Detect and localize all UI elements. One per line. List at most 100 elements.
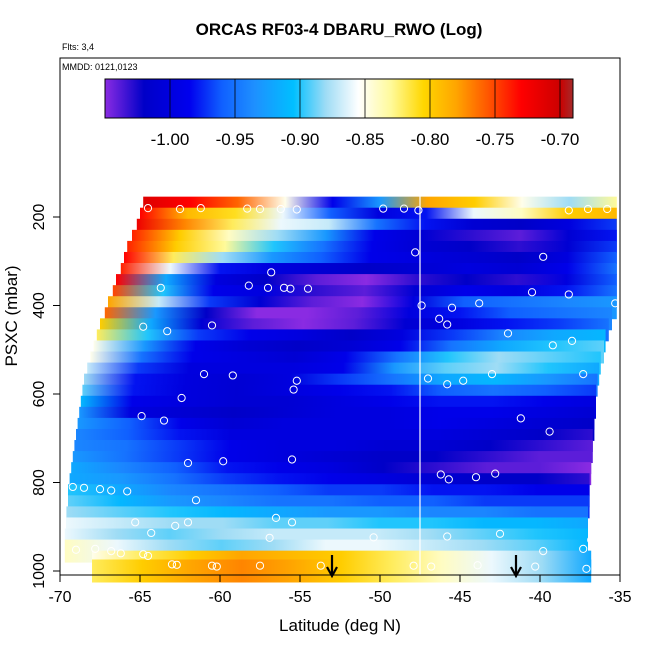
data-point (567, 336, 577, 345)
data-point (399, 204, 409, 213)
flights-label: Flts: 3,4 (62, 42, 94, 52)
data-point (491, 469, 500, 478)
data-point (219, 457, 228, 466)
data-point (107, 546, 116, 556)
data-point (579, 544, 588, 553)
data-point (159, 416, 169, 425)
data-point (255, 204, 265, 214)
data-point (123, 487, 132, 496)
data-point (171, 521, 180, 530)
data-point (303, 284, 313, 293)
y-tick-label: 800 (31, 469, 48, 496)
data-point (199, 369, 209, 379)
colorbar-tick-label: -0.90 (281, 130, 320, 149)
data-point (287, 455, 297, 464)
data-point (263, 283, 273, 292)
data-point (116, 549, 125, 558)
data-point (475, 299, 484, 308)
data-point (443, 380, 452, 389)
heatmap-bands (64, 196, 617, 583)
data-point (95, 485, 105, 494)
data-point (207, 561, 217, 570)
data-point (244, 281, 253, 290)
data-point (183, 518, 193, 527)
x-axis: -70 -65 -60 -55 -50 -45 -40 -35 (48, 575, 632, 606)
data-point (147, 528, 156, 538)
y-axis-label: PSXC (mbar) (2, 265, 21, 366)
y-tick-label: 400 (31, 292, 48, 319)
data-point (276, 204, 285, 214)
x-tick-label: -40 (528, 589, 551, 606)
data-point (139, 550, 148, 559)
x-tick-label: -45 (448, 589, 471, 606)
data-point (503, 329, 513, 338)
data-point (596, 418, 605, 427)
data-point (287, 518, 297, 527)
data-point (292, 205, 301, 214)
data-point (191, 496, 201, 505)
data-point (139, 322, 148, 331)
data-point (587, 535, 596, 545)
data-point (286, 284, 295, 293)
data-point (71, 545, 81, 554)
colorbar-tick-label: -1.00 (151, 130, 190, 149)
data-point (459, 376, 468, 385)
x-tick-label: -50 (368, 589, 391, 606)
data-point (516, 414, 525, 423)
data-point (583, 204, 593, 214)
data-point (564, 206, 573, 215)
colorbar: -1.00 -0.95 -0.90 -0.85 -0.80 -0.75 -0.70 (104, 78, 580, 149)
date-label: MMDD: 0121,0123 (62, 62, 138, 72)
data-point (564, 290, 573, 299)
data-point (228, 371, 237, 380)
x-tick-label: -35 (608, 589, 631, 606)
data-point (531, 562, 540, 571)
data-point (167, 560, 177, 569)
data-point (212, 562, 221, 571)
data-point (487, 369, 497, 379)
data-point (611, 299, 620, 308)
y-axis: 200 400 600 800 1000 (31, 204, 60, 589)
data-point (417, 301, 426, 310)
data-point (271, 513, 281, 523)
data-point (545, 427, 554, 436)
colorbar-tick-label: -0.95 (216, 130, 255, 149)
x-axis-label: Latitude (deg N) (279, 616, 401, 635)
data-point (427, 562, 436, 571)
data-point (79, 483, 89, 492)
data-point (582, 564, 591, 573)
colorbar-tick-label: -0.75 (476, 130, 515, 149)
arrows (326, 555, 522, 579)
data-point (68, 482, 77, 492)
data-point (444, 475, 453, 484)
data-point (423, 374, 433, 383)
data-point (267, 268, 276, 277)
data-point (379, 204, 388, 213)
data-point (196, 204, 205, 213)
heatmap-band (92, 559, 592, 583)
data-point (414, 206, 423, 215)
data-point (369, 533, 378, 542)
data-point (443, 320, 452, 329)
data-point (447, 303, 457, 312)
data-point (539, 546, 548, 556)
data-point (473, 561, 482, 570)
data-point (436, 470, 445, 479)
data-point (409, 561, 418, 570)
data-point (539, 252, 548, 261)
y-tick-label: 600 (31, 381, 48, 408)
data-point (177, 393, 186, 403)
data-point (471, 473, 481, 482)
data-point (435, 314, 444, 323)
chart-title: ORCAS RF03-4 DBARU_RWO (Log) (196, 20, 483, 39)
data-point (443, 532, 452, 541)
arrow-head (510, 566, 522, 579)
data-point (183, 458, 193, 468)
data-point (603, 204, 612, 214)
data-point (137, 412, 146, 421)
data-point (316, 561, 325, 570)
data-point (91, 544, 100, 553)
colorbar-tick-label: -0.85 (346, 130, 385, 149)
colorbar-tick-label: -0.70 (541, 130, 580, 149)
